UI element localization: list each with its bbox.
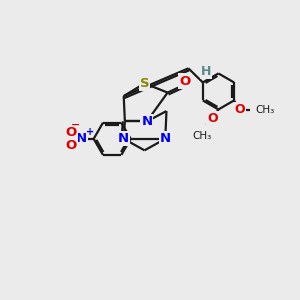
Text: −: − <box>71 120 80 130</box>
Text: N: N <box>76 132 87 145</box>
Text: N: N <box>118 132 129 145</box>
Text: S: S <box>140 77 149 90</box>
Text: N: N <box>160 132 171 145</box>
Text: +: + <box>85 127 94 137</box>
Text: CH₃: CH₃ <box>256 105 275 115</box>
Text: O: O <box>207 112 218 125</box>
Text: CH₃: CH₃ <box>193 131 212 141</box>
Text: N: N <box>141 115 152 128</box>
Text: H: H <box>200 65 211 78</box>
Text: O: O <box>235 103 245 116</box>
Text: O: O <box>66 139 77 152</box>
Text: O: O <box>179 74 191 88</box>
Text: O: O <box>66 126 77 139</box>
